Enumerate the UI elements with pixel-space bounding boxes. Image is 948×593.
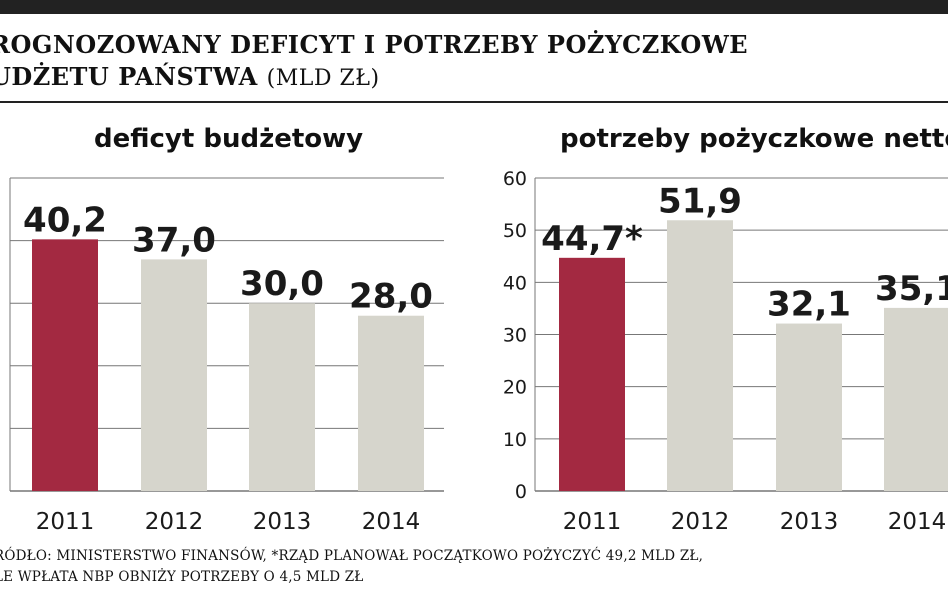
data-label: 44,7* (541, 219, 643, 259)
bar (776, 323, 842, 491)
data-label: 28,0 (349, 277, 433, 317)
y-tick-label: 60 (503, 168, 527, 190)
panel-title-borrowing: potrzeby pożyczkowe netto (560, 124, 948, 154)
x-tick-label: 2012 (145, 509, 204, 535)
data-label: 51,9 (658, 181, 742, 221)
x-tick-label: 2011 (36, 509, 95, 535)
x-tick-label: 2014 (888, 509, 947, 535)
bar (559, 257, 625, 491)
bar (141, 259, 207, 491)
y-tick-label: 40 (503, 272, 527, 294)
chart-title-line2-text: UDŻETU PAŃSTWA (0, 62, 258, 91)
y-tick-label: 50 (503, 220, 527, 242)
source-footnote-line2: LE WPŁATA NBP OBNIŻY POTRZEBY O 4,5 MLD … (0, 569, 364, 585)
y-tick-label: 10 (503, 429, 527, 451)
x-tick-label: 2011 (563, 509, 622, 535)
x-tick-label: 2014 (362, 509, 421, 535)
header-rule (0, 101, 948, 103)
data-label: 32,1 (767, 285, 851, 325)
bar (358, 315, 424, 491)
y-tick-label: 20 (503, 377, 527, 399)
x-tick-label: 2013 (253, 509, 312, 535)
chart-title-line1: ROGNOZOWANY DEFICYT I POTRZEBY POŻYCZKOW… (0, 30, 749, 59)
data-label: 30,0 (240, 264, 324, 304)
top-bar (0, 0, 948, 14)
bar (884, 307, 948, 491)
y-tick-label: 0 (515, 481, 527, 503)
x-tick-label: 2012 (671, 509, 730, 535)
source-footnote-line1: RÓDŁO: MINISTERSTWO FINANSÓW, *RZĄD PLAN… (0, 548, 704, 564)
bar (32, 239, 98, 491)
data-label: 40,2 (23, 200, 107, 240)
chart-unit: (MLD ZŁ) (266, 66, 380, 91)
chart-title-line2: UDŻETU PAŃSTWA (MLD ZŁ) (0, 62, 380, 91)
bar-charts: 40,2 2011 37,0 2012 30,0 2013 28,0 2014 0 10 20 30 4… (9, 168, 948, 535)
x-tick-label: 2013 (780, 509, 839, 535)
bar (249, 303, 315, 491)
bar (667, 220, 733, 491)
y-tick-label: 30 (503, 325, 527, 347)
data-label: 37,0 (132, 220, 216, 260)
data-label: 35,1 (875, 269, 948, 309)
panel-title-deficit: deficyt budżetowy (94, 124, 364, 154)
